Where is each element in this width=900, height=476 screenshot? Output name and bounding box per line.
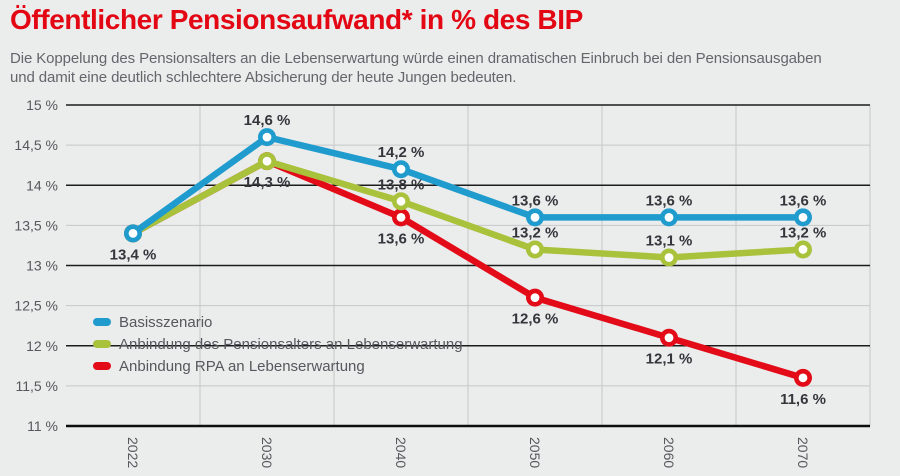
y-axis-tick-label: 14,5 % [14, 137, 58, 153]
page-title: Öffentlicher Pensionsaufwand* in % des B… [10, 4, 583, 35]
data-point-hole [128, 229, 138, 238]
data-point-hole [664, 253, 674, 262]
x-axis-tick-label: 2050 [527, 437, 543, 468]
legend-item-rpa: Anbindung RPA an Lebenserwartung [93, 355, 463, 377]
data-point-label: 11,6 % [780, 391, 826, 408]
y-axis-tick-label: 12 % [26, 338, 58, 354]
data-point-hole [798, 212, 808, 222]
x-axis-tick-label: 2040 [393, 437, 409, 468]
data-point-hole [262, 156, 272, 166]
legend-label-basisszenario: Basisszenario [119, 313, 213, 331]
chart-subtitle-line1: Die Koppelung des Pensionsalters an die … [10, 50, 822, 67]
legend-label-pensionsalter: Anbindung des Pensionsalters an Lebenser… [119, 335, 463, 353]
data-point-label: 12,6 % [512, 311, 559, 328]
y-axis-tick-label: 13 % [26, 258, 58, 274]
x-axis-tick-label: 2060 [661, 437, 677, 468]
legend-label-rpa: Anbindung RPA an Lebenserwartung [119, 357, 365, 375]
legend-item-pensionsalter: Anbindung des Pensionsalters an Lebenser… [93, 333, 463, 355]
data-point-hole [798, 245, 808, 254]
y-axis-tick-label: 14 % [26, 177, 58, 193]
data-point-hole [396, 164, 406, 174]
series-line-1 [129, 157, 807, 261]
data-point-label: 13,2 % [512, 224, 559, 241]
data-point-label: 13,1 % [646, 232, 693, 249]
data-point-hole [262, 132, 272, 142]
data-point-hole [664, 212, 674, 222]
data-point-label: 13,6 % [378, 230, 425, 247]
data-point-hole [530, 245, 540, 254]
data-point-label: 12,1 % [646, 351, 693, 368]
legend-swatch-pensionsalter-icon [93, 340, 111, 348]
data-point-label: 13,8 % [378, 176, 425, 193]
data-point-hole [530, 212, 540, 222]
y-axis-tick-label: 12,5 % [14, 298, 58, 314]
legend-swatch-basisszenario-icon [93, 318, 111, 326]
x-axis-tick-label: 2030 [259, 437, 275, 468]
chart-subtitle-line2: und damit eine deutlich schlechtere Absi… [10, 69, 517, 86]
y-axis-tick-label: 15 % [26, 97, 58, 113]
legend-item-basisszenario: Basisszenario [93, 311, 463, 333]
y-axis-tick-label: 13,5 % [14, 217, 58, 233]
data-point-hole [530, 293, 540, 302]
series-line-0 [129, 133, 807, 237]
x-axis-tick-label: 2022 [125, 437, 141, 468]
data-point-label: 13,6 % [646, 192, 693, 209]
y-axis-tick-label: 11 % [27, 418, 58, 434]
legend-swatch-rpa-icon [93, 362, 111, 370]
x-axis-tick-label: 2070 [795, 437, 811, 468]
data-point-label: 14,6 % [244, 112, 291, 129]
data-point-hole [798, 373, 808, 383]
data-point-label: 13,6 % [512, 192, 559, 209]
data-point-label: 13,4 % [110, 246, 157, 263]
data-point-label: 14,3 % [244, 174, 291, 191]
data-point-label: 14,2 % [378, 144, 425, 161]
data-point-hole [396, 212, 406, 222]
data-point-label: 13,6 % [780, 192, 827, 209]
data-point-hole [664, 333, 674, 343]
y-axis-tick-label: 11,5 % [15, 378, 58, 394]
data-point-hole [396, 196, 406, 206]
data-point-label: 13,2 % [780, 224, 827, 241]
chart-legend: Basisszenario Anbindung des Pensionsalte… [93, 311, 463, 377]
